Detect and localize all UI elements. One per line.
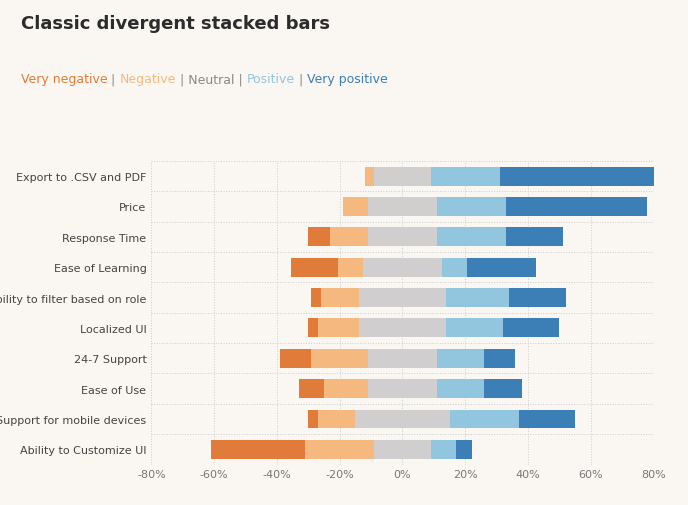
Bar <box>402 167 431 186</box>
Bar <box>509 288 566 308</box>
Bar <box>402 319 447 338</box>
Bar <box>402 197 437 217</box>
Bar <box>211 440 305 459</box>
Bar <box>402 379 437 398</box>
Bar <box>431 167 499 186</box>
Bar <box>402 349 437 368</box>
Bar <box>299 379 324 398</box>
Bar <box>437 379 484 398</box>
Bar <box>291 258 338 277</box>
Bar <box>321 288 358 308</box>
Text: Very positive: Very positive <box>307 73 388 86</box>
Bar <box>368 349 402 368</box>
Bar <box>358 319 402 338</box>
Bar <box>431 440 456 459</box>
Bar <box>318 410 356 429</box>
Bar <box>280 349 312 368</box>
Bar <box>358 288 402 308</box>
Bar <box>447 319 503 338</box>
Bar <box>305 440 374 459</box>
Bar <box>506 228 563 247</box>
Bar <box>402 288 447 308</box>
Bar <box>368 197 402 217</box>
Bar <box>368 228 402 247</box>
Bar <box>308 319 318 338</box>
Bar <box>449 410 519 429</box>
Bar <box>484 379 522 398</box>
Bar <box>324 379 368 398</box>
Text: | Neutral |: | Neutral | <box>176 73 246 86</box>
Bar <box>312 349 368 368</box>
Bar <box>343 197 368 217</box>
Bar <box>363 258 402 277</box>
Bar <box>308 228 330 247</box>
Bar <box>402 228 437 247</box>
Bar <box>368 379 402 398</box>
Bar <box>437 349 484 368</box>
Bar <box>506 197 647 217</box>
Bar <box>447 288 509 308</box>
Bar <box>338 258 363 277</box>
Bar <box>503 319 559 338</box>
Bar <box>374 167 402 186</box>
Text: |: | <box>294 73 307 86</box>
Text: Negative: Negative <box>120 73 176 86</box>
Bar <box>402 258 442 277</box>
Text: Positive: Positive <box>246 73 294 86</box>
Bar <box>437 197 506 217</box>
Bar <box>365 167 374 186</box>
Bar <box>402 410 449 429</box>
Bar <box>312 288 321 308</box>
Bar <box>519 410 575 429</box>
Bar <box>374 440 402 459</box>
Bar <box>456 440 471 459</box>
Text: Very negative: Very negative <box>21 73 107 86</box>
Bar <box>442 258 467 277</box>
Bar <box>356 410 402 429</box>
Bar <box>330 228 368 247</box>
Bar <box>308 410 318 429</box>
Bar <box>467 258 536 277</box>
Bar <box>437 228 506 247</box>
Bar <box>402 440 431 459</box>
Bar <box>484 349 515 368</box>
Text: |: | <box>107 73 120 86</box>
Bar <box>499 167 672 186</box>
Text: Classic divergent stacked bars: Classic divergent stacked bars <box>21 15 330 33</box>
Bar <box>318 319 358 338</box>
